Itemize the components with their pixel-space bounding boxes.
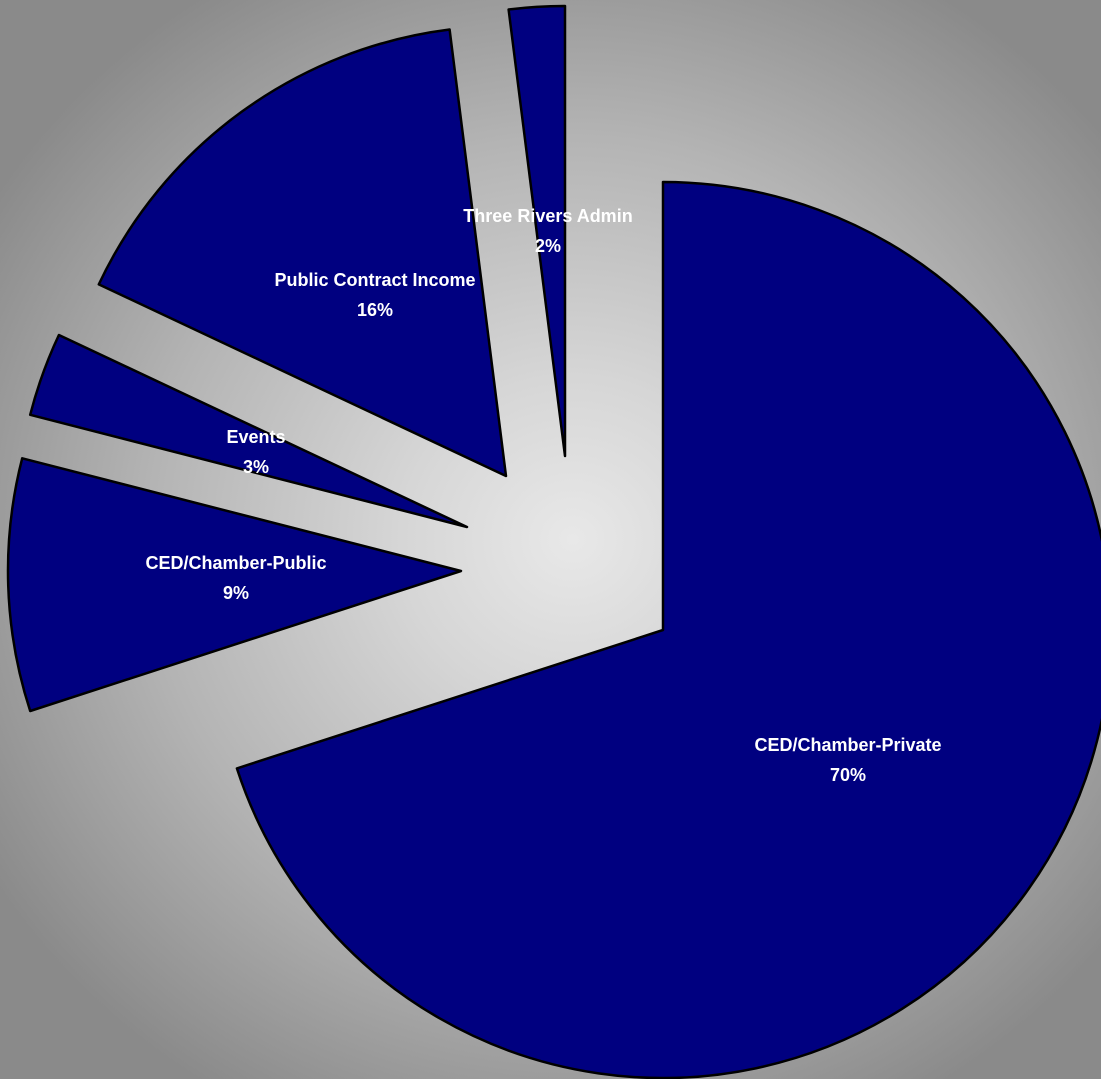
pie-slice-events [28,333,469,529]
pie-slice-public-contract-income [97,28,508,478]
pie-slice-ced-chamber-private [235,180,1101,1079]
pie-slice-ced-chamber-public [6,457,463,713]
pie-slice-three-rivers-admin [507,4,567,458]
